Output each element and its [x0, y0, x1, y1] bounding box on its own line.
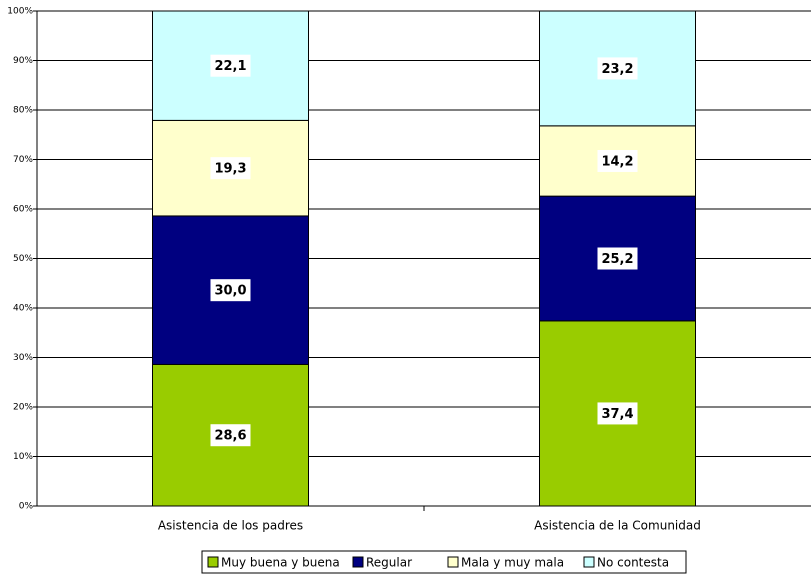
value-label: 28,6: [214, 429, 246, 444]
legend-box: [201, 550, 687, 574]
value-label-box: [210, 157, 251, 180]
y-tick-label: 20%: [13, 403, 33, 413]
x-tick-label: Asistencia de los padres: [158, 519, 303, 533]
value-label: 30,0: [214, 284, 246, 299]
value-label: 25,2: [601, 252, 633, 267]
y-tick-label: 0%: [19, 502, 34, 512]
y-tick-label: 50%: [13, 254, 33, 264]
legend-swatch: [207, 556, 219, 568]
y-tick-label: 40%: [13, 304, 33, 314]
value-label-box: [597, 247, 638, 270]
value-label-box: [597, 57, 638, 80]
legend-swatch: [352, 556, 364, 568]
value-label: 23,2: [601, 62, 633, 77]
value-label: 19,3: [214, 162, 246, 177]
legend-label: Regular: [366, 556, 412, 570]
legend-label: No contesta: [597, 556, 669, 570]
y-tick-label: 60%: [13, 205, 33, 215]
legend-swatch: [583, 556, 595, 568]
y-tick-label: 10%: [13, 452, 33, 462]
value-label: 22,1: [214, 59, 246, 74]
value-label-box: [210, 424, 251, 447]
y-tick-label: 30%: [13, 353, 33, 363]
x-tick-label: Asistencia de la Comunidad: [534, 519, 701, 533]
value-label-box: [210, 279, 251, 302]
y-tick-label: 70%: [13, 155, 33, 165]
y-tick-label: 100%: [7, 7, 33, 17]
value-label-box: [597, 402, 638, 425]
y-tick-label: 80%: [13, 106, 33, 116]
value-label-box: [210, 54, 251, 77]
value-label-box: [597, 149, 638, 172]
value-label: 37,4: [601, 407, 633, 422]
value-label: 14,2: [601, 154, 633, 169]
legend-label: Mala y muy mala: [461, 556, 564, 570]
legend-label: Muy buena y buena: [221, 556, 340, 570]
legend-swatch: [447, 556, 459, 568]
y-tick-label: 90%: [13, 56, 33, 66]
